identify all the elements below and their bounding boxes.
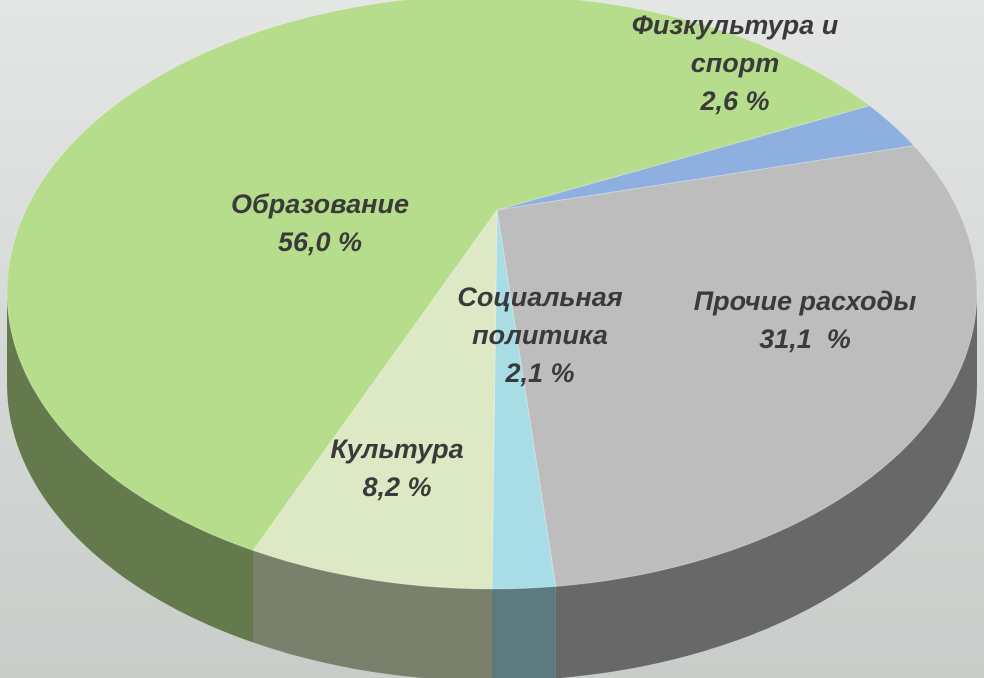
value-label: 2,1 % — [430, 354, 650, 392]
value-label: 2,6 % — [600, 82, 870, 120]
category-label: Культура — [287, 430, 507, 468]
pie-side — [492, 586, 556, 678]
value-label: 8,2 % — [287, 468, 507, 506]
category-label: Социальная политика — [430, 278, 650, 354]
chart: Физкультура и спорт2,6 % Прочие расходы31… — [0, 0, 984, 678]
value-label: 56,0 % — [190, 223, 450, 261]
category-label: Прочие расходы — [655, 282, 955, 320]
category-label: Физкультура и спорт — [600, 6, 870, 82]
category-label: Образование — [190, 185, 450, 223]
value-label: 31,1 % — [655, 320, 955, 358]
